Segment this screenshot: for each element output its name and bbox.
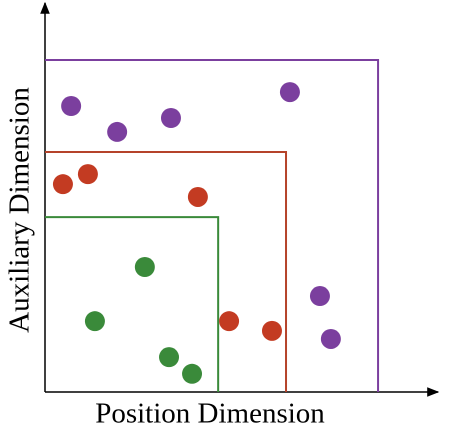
data-point [160, 108, 181, 129]
data-point [279, 82, 300, 103]
data-point [309, 286, 330, 307]
region-boundary [45, 151, 288, 392]
data-point [219, 311, 240, 332]
x-axis-label: Position Dimension [95, 398, 325, 430]
y-axis-label: Auxiliary Dimension [4, 87, 36, 333]
data-point [61, 96, 82, 117]
data-point [187, 186, 208, 207]
data-point [182, 363, 203, 384]
data-point [320, 328, 341, 349]
data-point [134, 256, 155, 277]
data-point [159, 347, 180, 368]
data-point [84, 311, 105, 332]
data-point [107, 121, 128, 142]
data-point [52, 174, 73, 195]
region-boundary [45, 58, 380, 392]
region-boundary [45, 216, 220, 392]
data-point [77, 164, 98, 185]
data-point [261, 320, 282, 341]
